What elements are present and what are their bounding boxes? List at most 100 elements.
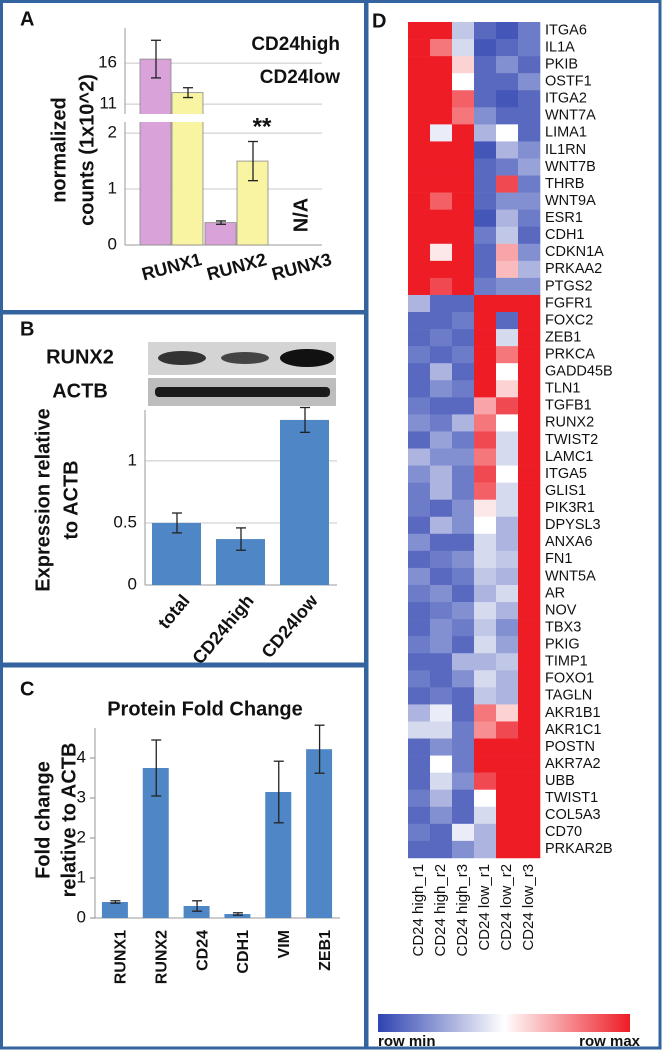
heatmap-cell xyxy=(518,721,541,739)
blot-band xyxy=(155,387,330,397)
column-label: CD24 high_r2 xyxy=(432,864,449,957)
heatmap-cell xyxy=(518,397,541,415)
column-label: CD24 low_r1 xyxy=(476,864,493,951)
heatmap-cell xyxy=(474,806,497,825)
heatmap-cell xyxy=(452,670,475,688)
heatmap-cell xyxy=(408,397,431,415)
heatmap-cell xyxy=(474,90,497,108)
heatmap-cell xyxy=(496,39,519,57)
heatmap-cell xyxy=(518,243,541,262)
heatmap-cell xyxy=(518,22,541,40)
y-tick-label: 4 xyxy=(77,747,86,766)
heatmap-cell xyxy=(518,670,541,688)
heatmap-cell xyxy=(474,141,497,159)
heatmap-cell xyxy=(430,653,453,671)
heatmap-cell xyxy=(408,482,431,500)
heatmap-cell xyxy=(474,414,497,432)
heatmap-cell xyxy=(408,465,431,483)
panel-letter: D xyxy=(372,10,386,32)
heatmap-cell xyxy=(474,260,497,279)
heatmap-cell xyxy=(496,226,519,245)
row-label: FN1 xyxy=(545,551,572,567)
row-label: ITGA2 xyxy=(545,91,587,107)
heatmap-cell xyxy=(518,312,541,330)
heatmap-cell xyxy=(408,124,431,142)
row-label: ESR1 xyxy=(545,210,583,226)
row-label: TGFB1 xyxy=(545,398,592,414)
heatmap-cell xyxy=(474,294,497,313)
heatmap-cell xyxy=(452,73,475,91)
heatmap-cell xyxy=(518,567,541,586)
heatmap-cell xyxy=(408,175,431,193)
row-label: CD70 xyxy=(545,824,582,840)
heatmap-cell xyxy=(408,158,431,176)
heatmap-cell xyxy=(474,56,497,74)
heatmap-cell xyxy=(496,619,519,637)
x-tick-label: CDH1 xyxy=(235,930,252,974)
heatmap-cell xyxy=(408,687,431,705)
heatmap-cell xyxy=(408,431,431,449)
row-label: DPYSL3 xyxy=(545,517,601,533)
heatmap-cell xyxy=(452,346,475,364)
row-label: IL1A xyxy=(545,39,575,55)
heatmap-cell xyxy=(496,158,519,176)
row-label: THRB xyxy=(545,176,584,192)
heatmap-cell xyxy=(430,806,453,825)
heatmap-cell xyxy=(430,294,453,313)
heatmap-cell xyxy=(408,533,431,552)
heatmap-cell xyxy=(408,277,431,296)
x-tick-label: RUNX1 xyxy=(113,930,130,984)
heatmap-cell xyxy=(474,789,497,808)
heatmap-cell xyxy=(430,567,453,586)
heatmap-cell xyxy=(452,363,475,381)
blot-label: RUNX2 xyxy=(46,346,114,368)
heatmap-cell xyxy=(408,653,431,671)
x-tick-label: CD24low xyxy=(258,590,323,662)
heatmap-cell xyxy=(496,448,519,466)
heatmap-cell xyxy=(408,567,431,586)
heatmap-cell xyxy=(452,636,475,654)
heatmap-cell xyxy=(452,772,475,790)
heatmap-cell xyxy=(496,380,519,398)
column-label: CD24 high_r3 xyxy=(454,864,471,957)
row-label: PRKAR2B xyxy=(545,841,613,857)
heatmap-cell xyxy=(452,226,475,245)
y-axis-label: Fold change xyxy=(32,761,54,879)
x-tick-label: RUNX1 xyxy=(140,249,204,284)
heatmap-cell xyxy=(496,602,519,620)
heatmap-cell xyxy=(496,56,519,74)
row-label: IL1RN xyxy=(545,142,586,158)
heatmap-cell xyxy=(518,107,541,125)
x-tick-label: total xyxy=(154,591,194,633)
panel-d-frame xyxy=(365,0,662,1050)
bar xyxy=(306,749,333,918)
y-tick-label: 2 xyxy=(108,123,117,142)
heatmap-cell xyxy=(474,346,497,364)
legend-label: row min xyxy=(378,1033,436,1050)
heatmap-cell xyxy=(518,226,541,245)
row-label: CDKN1A xyxy=(545,244,604,260)
heatmap-cell xyxy=(518,90,541,108)
heatmap-cell xyxy=(430,823,453,842)
heatmap-cell xyxy=(474,363,497,381)
heatmap-cell xyxy=(408,294,431,313)
heatmap-cell xyxy=(496,789,519,808)
row-label: COL5A3 xyxy=(545,807,601,823)
heatmap-cell xyxy=(474,192,497,210)
heatmap-cell xyxy=(474,39,497,57)
row-label: PRKCA xyxy=(545,346,595,362)
heatmap-cell xyxy=(518,346,541,364)
row-label: OSTF1 xyxy=(545,74,592,90)
heatmap-cell xyxy=(408,380,431,398)
heatmap-cell xyxy=(408,448,431,466)
heatmap-cell xyxy=(430,448,453,466)
heatmap-cell xyxy=(518,158,541,176)
bar xyxy=(183,906,210,918)
heatmap-cell xyxy=(452,482,475,500)
row-label: LAMC1 xyxy=(545,449,593,465)
heatmap-cell xyxy=(518,738,541,756)
heatmap-cell xyxy=(452,175,475,193)
heatmap-cell xyxy=(496,584,519,603)
heatmap-cell xyxy=(452,806,475,825)
annotation: ** xyxy=(253,113,272,140)
